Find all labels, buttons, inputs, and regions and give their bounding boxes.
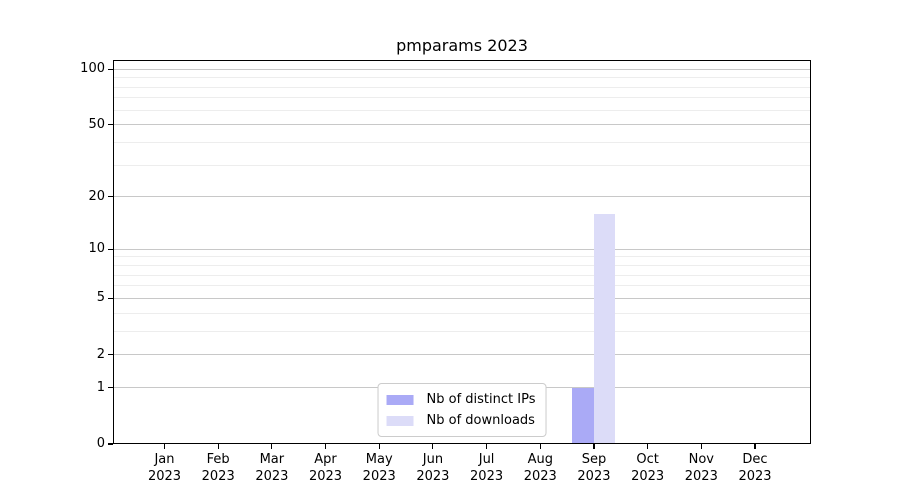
x-tick-month: May (365, 452, 393, 467)
x-tick-month: Sep (581, 452, 607, 467)
x-tick-label: Nov 2023 (685, 451, 718, 485)
x-tick-mark (378, 444, 380, 449)
gridline-major (113, 124, 811, 126)
x-tick-month: Aug (527, 452, 553, 467)
x-tick-mark (647, 444, 649, 449)
x-tick-year: 2023 (416, 469, 450, 484)
chart-title: pmparams 2023 (396, 36, 528, 55)
legend: Nb of distinct IPs Nb of downloads (377, 383, 547, 437)
gridline-minor (113, 265, 811, 267)
y-tick-label: 20 (88, 188, 105, 204)
gridline-major (113, 297, 811, 299)
gridline-major (113, 196, 811, 198)
gridline-minor (113, 86, 811, 88)
x-tick-label: Jan 2023 (148, 451, 181, 485)
legend-label: Nb of downloads (426, 413, 535, 428)
x-tick-month: Feb (206, 452, 230, 467)
x-tick-label: Apr 2023 (309, 451, 342, 485)
x-tick-label: Aug 2023 (524, 451, 557, 485)
x-tick-mark (485, 444, 488, 449)
x-tick-label: Feb 2023 (202, 451, 235, 485)
y-tick-label: 0 (96, 436, 105, 451)
y-tick-label: 100 (80, 61, 105, 77)
x-tick-year: 2023 (577, 469, 611, 484)
x-tick-year: 2023 (738, 469, 772, 484)
legend-row: Nb of downloads (386, 411, 536, 430)
x-tick-year: 2023 (147, 469, 182, 484)
gridline-minor (113, 256, 811, 258)
x-tick-label: Jun 2023 (416, 451, 449, 485)
gridline-minor (113, 330, 811, 332)
x-tick-month: Jan (154, 452, 175, 467)
gridline-minor (113, 285, 811, 287)
gridline-minor (113, 109, 811, 111)
gridline-minor (113, 164, 811, 166)
x-tick-month: Oct (636, 452, 659, 467)
y-tick-label: 5 (96, 290, 105, 306)
x-tick-year: 2023 (631, 469, 665, 484)
gridline-minor (113, 97, 811, 99)
x-tick-month: Mar (259, 452, 285, 467)
x-tick-mark (163, 444, 166, 449)
legend-row: Nb of distinct IPs (386, 390, 536, 409)
x-tick-month: Apr (314, 452, 337, 467)
x-tick-label: Dec 2023 (738, 451, 771, 485)
bar-distinct-ips (572, 387, 594, 444)
y-tick-mark (108, 68, 113, 70)
gridline-major (113, 248, 811, 250)
bar-downloads (593, 213, 616, 444)
plot-area (113, 60, 811, 444)
gridline-minor (113, 274, 811, 276)
y-tick-mark (108, 297, 113, 300)
gridline-minor (113, 141, 811, 143)
x-tick-mark (754, 444, 756, 449)
gridline-minor (113, 312, 811, 314)
y-tick-mark (108, 354, 113, 356)
x-tick-mark (324, 444, 327, 449)
x-tick-month: Jun (422, 452, 444, 467)
legend-label: Nb of distinct IPs (426, 392, 536, 407)
x-tick-label: Sep 2023 (577, 451, 610, 485)
x-tick-year: 2023 (470, 469, 504, 484)
x-tick-label: Jul 2023 (470, 451, 503, 485)
x-tick-year: 2023 (255, 469, 289, 484)
x-tick-month: Dec (742, 452, 768, 467)
x-tick-year: 2023 (362, 469, 396, 484)
x-tick-year: 2023 (523, 469, 557, 484)
y-tick-mark (108, 124, 113, 126)
x-tick-mark (271, 444, 273, 449)
x-tick-label: Oct 2023 (631, 451, 664, 485)
x-tick-mark (539, 444, 541, 449)
legend-swatch-distinct-ips (386, 394, 414, 405)
y-tick-mark (108, 443, 113, 445)
y-tick-mark (108, 248, 113, 250)
x-tick-mark (217, 444, 219, 449)
x-tick-month: Jul (478, 452, 495, 467)
gridline-minor (113, 77, 811, 79)
y-tick-label: 50 (88, 116, 105, 132)
x-tick-year: 2023 (308, 469, 343, 484)
y-tick-label: 10 (88, 241, 105, 257)
y-tick-mark (108, 387, 113, 389)
legend-swatch-downloads (386, 415, 414, 426)
gridline-major (113, 68, 811, 70)
x-tick-month: Nov (688, 452, 714, 467)
y-tick-label: 1 (96, 379, 105, 395)
bars-layer (113, 60, 811, 444)
y-tick-label: 2 (96, 346, 105, 362)
x-tick-label: May 2023 (363, 451, 396, 485)
x-tick-mark (700, 444, 702, 449)
x-tick-year: 2023 (684, 469, 718, 484)
y-tick-mark (108, 196, 113, 198)
gridline-major (113, 354, 811, 356)
x-tick-label: Mar 2023 (255, 451, 288, 485)
x-tick-mark (432, 444, 434, 449)
x-tick-mark (593, 444, 595, 449)
x-tick-year: 2023 (201, 469, 235, 484)
